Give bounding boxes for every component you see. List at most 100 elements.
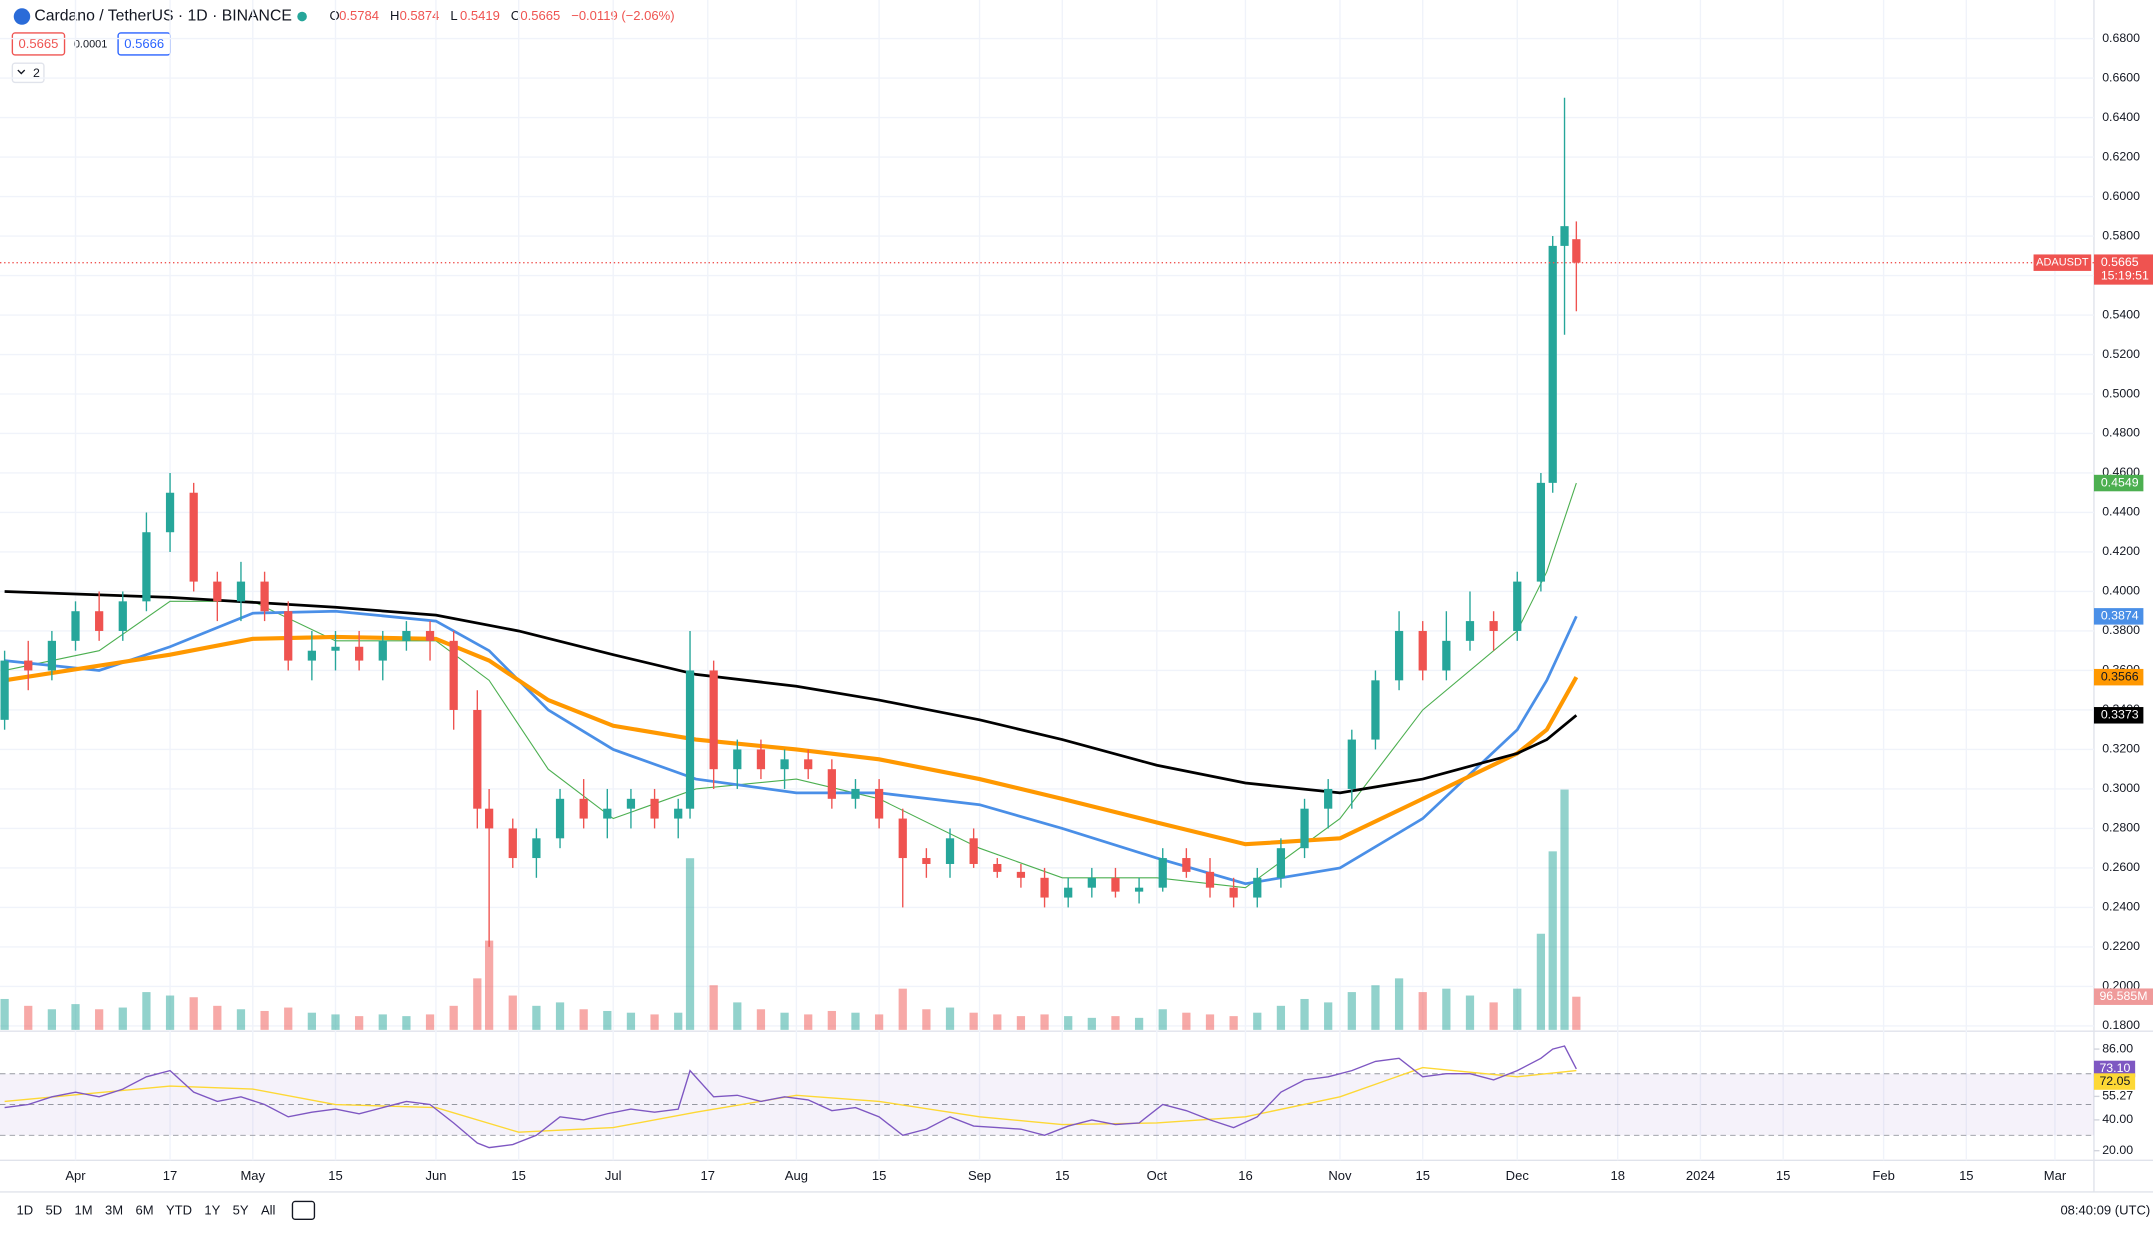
period-button[interactable]: 6M bbox=[135, 1203, 153, 1218]
candle-body bbox=[733, 749, 742, 770]
volume-bar bbox=[473, 978, 482, 1030]
volume-bar bbox=[1513, 988, 1522, 1030]
ohlc-key: C bbox=[511, 8, 520, 23]
status-dot bbox=[297, 11, 307, 22]
volume-bar bbox=[142, 992, 151, 1030]
volume-badge: 96.585M bbox=[2099, 989, 2147, 1003]
candle-body bbox=[165, 492, 175, 533]
volume-bar bbox=[508, 995, 517, 1030]
date-range-icon[interactable] bbox=[291, 1200, 316, 1221]
volume-bar bbox=[1347, 992, 1356, 1030]
rsi-badge: 73.10 bbox=[2099, 1061, 2130, 1075]
candle-body bbox=[756, 749, 766, 770]
candle-body bbox=[1134, 887, 1144, 892]
period-button[interactable]: 1M bbox=[75, 1203, 93, 1218]
volume-bar bbox=[118, 1007, 127, 1030]
candle-body bbox=[331, 646, 340, 651]
volume-bar bbox=[236, 1009, 246, 1030]
period-button[interactable]: YTD bbox=[166, 1203, 192, 1218]
volume-bar bbox=[1371, 985, 1380, 1030]
y-tick-label: 0.4200 bbox=[2102, 544, 2140, 558]
candle-body bbox=[1489, 621, 1498, 631]
volume-bar bbox=[685, 858, 695, 1030]
y-tick-label: 0.4000 bbox=[2102, 584, 2140, 598]
rsi-badge-bg bbox=[2093, 1060, 2136, 1078]
candle-body bbox=[307, 650, 316, 661]
period-button[interactable]: All bbox=[261, 1203, 276, 1218]
volume-bar bbox=[485, 940, 494, 1030]
volume-bar bbox=[355, 1016, 364, 1030]
volume-bar bbox=[532, 1005, 541, 1030]
candle-body bbox=[674, 808, 683, 819]
y-tick-label: 0.4800 bbox=[2102, 426, 2140, 440]
x-tick-label: 15 bbox=[511, 1168, 526, 1183]
candle-body bbox=[1087, 877, 1096, 888]
volume-bar bbox=[1253, 1012, 1262, 1030]
candle-body bbox=[1064, 887, 1073, 898]
volume-bar bbox=[213, 1005, 222, 1030]
ask: 0.5666 bbox=[124, 36, 164, 51]
y-tick-label: 0.6200 bbox=[2102, 149, 2140, 163]
x-tick-label: May bbox=[240, 1168, 265, 1183]
candle-body bbox=[555, 798, 565, 839]
ma-badge-bg bbox=[2093, 668, 2144, 686]
moving-average bbox=[4, 609, 1578, 886]
volume-bar bbox=[307, 1012, 316, 1030]
candle-body bbox=[71, 611, 80, 641]
volume-bar bbox=[1536, 933, 1546, 1030]
y-tick-label: 0.2600 bbox=[2102, 860, 2140, 874]
symbol-badge-bg bbox=[2033, 254, 2092, 271]
symbol-title: Cardano / TetherUS · 1D · BINANCE bbox=[34, 8, 292, 25]
period-button[interactable]: 5Y bbox=[233, 1203, 249, 1218]
y-tick-label: 0.2200 bbox=[2102, 939, 2140, 953]
moving-average bbox=[4, 482, 1577, 889]
candle-body bbox=[1465, 621, 1475, 641]
candle-body bbox=[898, 818, 907, 859]
candle-body bbox=[1016, 871, 1026, 878]
volume-bar bbox=[0, 998, 9, 1030]
x-tick-label: Oct bbox=[1147, 1168, 1168, 1183]
volume-bar bbox=[24, 1005, 33, 1030]
volume-bar bbox=[260, 1010, 269, 1030]
y-tick-label: 0.5400 bbox=[2102, 307, 2140, 321]
candle-body bbox=[24, 660, 33, 671]
candle-body bbox=[118, 601, 127, 631]
ma-badge-bg bbox=[2093, 474, 2144, 492]
price-badge-bg bbox=[2093, 254, 2153, 285]
candle-body bbox=[449, 640, 458, 710]
period-button[interactable]: 1Y bbox=[204, 1203, 220, 1218]
volume-bar bbox=[1276, 1005, 1286, 1030]
candle-body bbox=[1418, 630, 1427, 671]
candle-body bbox=[47, 640, 56, 671]
x-tick-label: Aug bbox=[785, 1168, 808, 1183]
x-tick-label: 15 bbox=[1055, 1168, 1070, 1183]
candle-body bbox=[402, 630, 411, 641]
volume-bar bbox=[626, 1012, 636, 1030]
period-button[interactable]: 3M bbox=[105, 1203, 123, 1218]
x-tick-label: Nov bbox=[1328, 1168, 1352, 1183]
x-tick-label: Mar bbox=[2044, 1168, 2067, 1183]
period-button[interactable]: 1D bbox=[16, 1203, 33, 1218]
ohlc-value: 0.5419 bbox=[460, 8, 500, 23]
candle-body bbox=[473, 709, 482, 809]
x-tick-label: Apr bbox=[65, 1168, 86, 1183]
volume-bar bbox=[1182, 1012, 1191, 1030]
y-tick-label: 0.5000 bbox=[2102, 386, 2140, 400]
volume-bar bbox=[1111, 1016, 1120, 1030]
candle-body bbox=[1205, 871, 1215, 888]
ohlc-value: 0.5784 bbox=[339, 8, 379, 23]
candle-body bbox=[780, 759, 789, 770]
volume-bar bbox=[898, 988, 907, 1030]
candle-body bbox=[1560, 226, 1569, 246]
candle-body bbox=[1371, 680, 1380, 740]
candle-body bbox=[626, 798, 636, 809]
period-button[interactable]: 5D bbox=[46, 1203, 63, 1218]
candle-body bbox=[189, 492, 198, 582]
volume-bar bbox=[1229, 1016, 1238, 1030]
volume-bar bbox=[827, 1010, 836, 1030]
candle-body bbox=[1347, 739, 1356, 789]
candle-body bbox=[95, 611, 104, 631]
x-tick-label: 15 bbox=[328, 1168, 343, 1183]
volume-bar bbox=[579, 1009, 588, 1030]
candle-body bbox=[874, 788, 884, 819]
